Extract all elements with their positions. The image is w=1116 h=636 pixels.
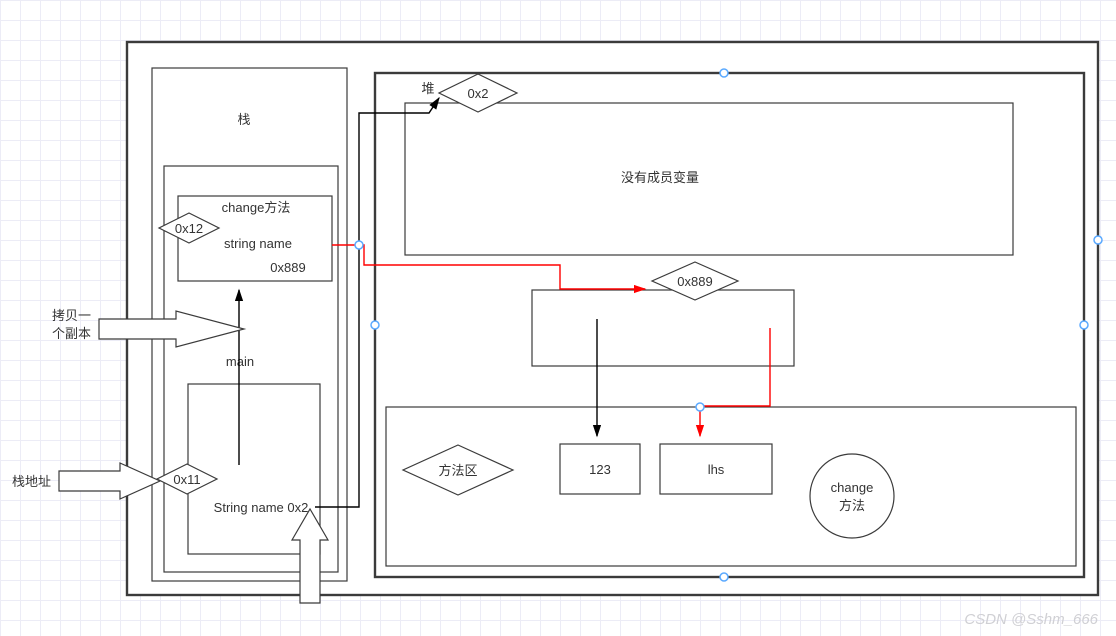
rect-0x889 [532, 290, 794, 366]
addr-0x2: 0x2 [468, 86, 489, 101]
sel-handle [371, 321, 379, 329]
addr-0x11: 0x11 [173, 472, 200, 487]
diagram-svg: 栈 change方法 string name 0x889 0x12 main S… [0, 0, 1116, 636]
change-l2: 方法 [839, 498, 865, 513]
no-member-vars: 没有成员变量 [621, 170, 699, 185]
main-label: main [226, 354, 254, 369]
string-name-0x2: String name 0x2 [214, 500, 309, 515]
circle-change [810, 454, 894, 538]
val-lhs: lhs [708, 462, 725, 477]
sel-handle [696, 403, 704, 411]
method-area-label: 方法区 [438, 463, 477, 478]
stack-addr-label: 栈地址 [12, 474, 51, 489]
heap-top-box [405, 103, 1013, 255]
change-l1: change [831, 480, 874, 495]
sel-handle [720, 573, 728, 581]
sel-handle [1080, 321, 1088, 329]
sel-handle [355, 241, 363, 249]
addr-0x889-stack: 0x889 [270, 260, 305, 275]
sel-handle [1094, 236, 1102, 244]
watermark: CSDN @Sshm_666 [964, 611, 1098, 628]
string-name-1: string name [224, 236, 292, 251]
val-123: 123 [589, 462, 611, 477]
change-method-label: change方法 [222, 200, 291, 215]
sel-handle [720, 69, 728, 77]
addr-0x889-heap: 0x889 [677, 274, 712, 289]
copy-l1: 拷贝一 [52, 308, 91, 323]
heap-title: 堆 [421, 81, 434, 96]
addr-0x12: 0x12 [175, 221, 203, 236]
stack-title: 栈 [237, 112, 250, 127]
copy-l2: 个副本 [52, 326, 91, 341]
